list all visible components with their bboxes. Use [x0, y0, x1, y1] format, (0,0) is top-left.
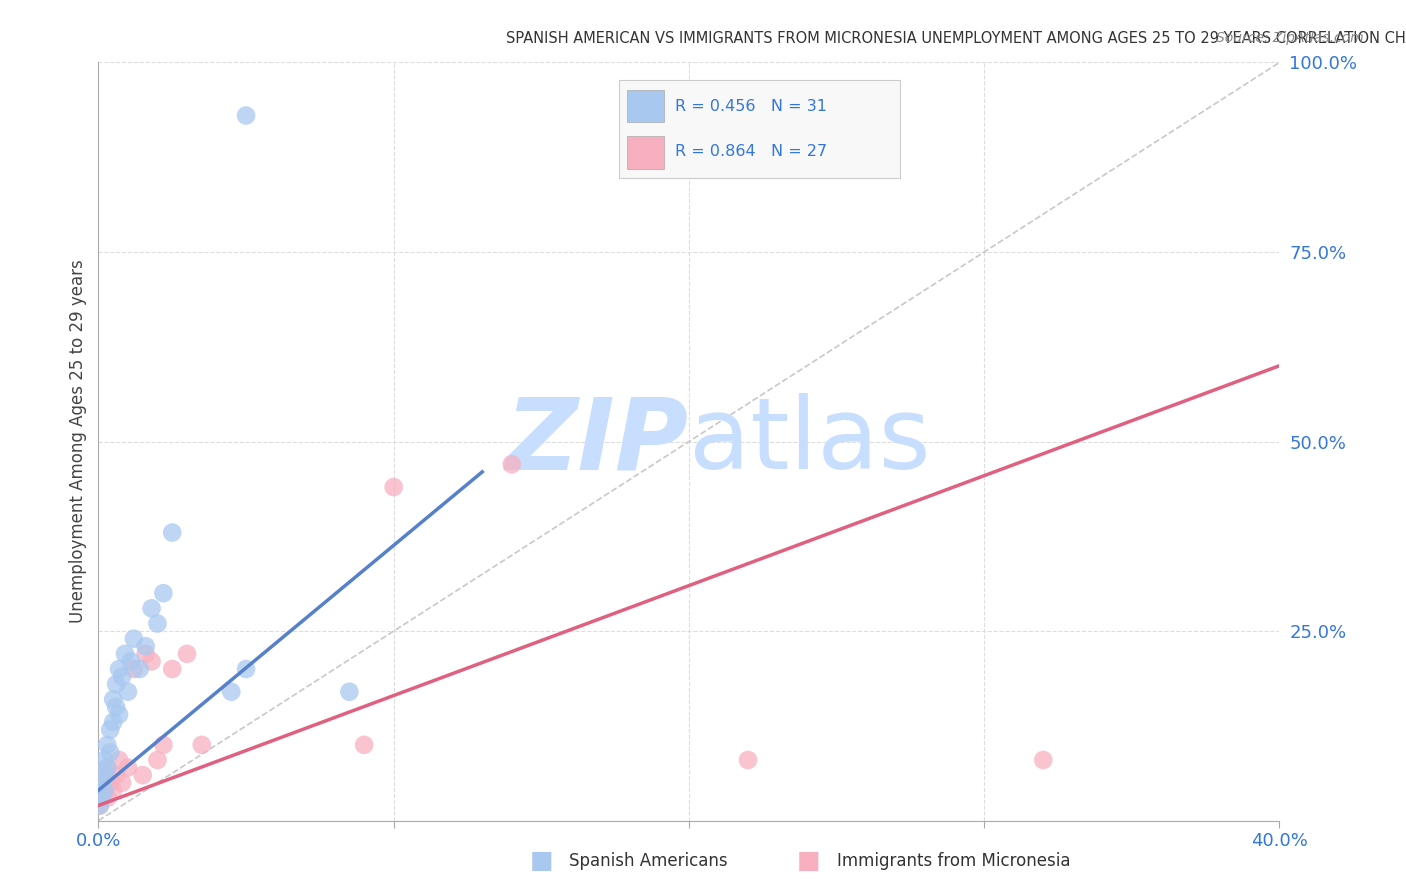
Point: [103, 715, 125, 730]
Text: Immigrants from Micronesia: Immigrants from Micronesia: [837, 852, 1070, 870]
Point: [111, 669, 134, 683]
Point: [105, 677, 128, 691]
Point: [90, 791, 112, 805]
Point: [146, 753, 169, 767]
Point: [111, 776, 134, 790]
Point: [108, 662, 131, 676]
Point: [141, 601, 163, 615]
Point: [90, 776, 112, 790]
Point: [176, 647, 198, 661]
Point: [93, 753, 115, 767]
Point: [141, 655, 163, 669]
FancyBboxPatch shape: [627, 90, 664, 122]
Point: [93, 783, 115, 797]
Text: SPANISH AMERICAN VS IMMIGRANTS FROM MICRONESIA UNEMPLOYMENT AMONG AGES 25 TO 29 : SPANISH AMERICAN VS IMMIGRANTS FROM MICR…: [506, 31, 1406, 46]
Point: [117, 685, 139, 699]
Point: [120, 655, 142, 669]
Point: [114, 647, 136, 661]
Point: [98, 776, 121, 790]
Point: [1032, 753, 1054, 767]
Point: [90, 791, 112, 805]
Text: ■: ■: [797, 849, 820, 872]
Point: [108, 753, 131, 767]
Point: [90, 776, 112, 790]
Point: [162, 662, 183, 676]
Point: [98, 723, 121, 737]
Point: [235, 108, 257, 122]
Point: [235, 662, 257, 676]
Point: [191, 738, 214, 752]
Point: [103, 783, 125, 797]
Point: [339, 685, 361, 699]
Point: [89, 798, 111, 813]
Point: [122, 662, 145, 676]
Point: [105, 699, 128, 714]
Point: [737, 753, 759, 767]
Point: [162, 525, 183, 540]
Point: [96, 738, 118, 752]
Text: Source: ZipAtlas.com: Source: ZipAtlas.com: [1216, 31, 1364, 45]
Y-axis label: Unemployment Among Ages 25 to 29 years: Unemployment Among Ages 25 to 29 years: [69, 260, 87, 624]
Text: Spanish Americans: Spanish Americans: [569, 852, 728, 870]
Point: [146, 616, 169, 631]
Point: [103, 692, 125, 706]
Point: [105, 768, 128, 782]
Point: [96, 791, 118, 805]
Point: [98, 746, 121, 760]
Point: [135, 639, 157, 653]
Point: [108, 707, 131, 722]
Text: atlas: atlas: [689, 393, 931, 490]
Point: [96, 760, 118, 774]
Point: [93, 768, 115, 782]
Point: [132, 768, 155, 782]
Text: ■: ■: [530, 849, 553, 872]
Point: [152, 586, 174, 600]
Point: [135, 647, 157, 661]
Point: [96, 760, 118, 774]
Point: [152, 738, 174, 752]
Point: [382, 480, 405, 494]
Point: [128, 662, 150, 676]
Point: [89, 798, 111, 813]
FancyBboxPatch shape: [627, 136, 664, 169]
Text: R = 0.456   N = 31: R = 0.456 N = 31: [675, 99, 827, 114]
Point: [353, 738, 375, 752]
Point: [221, 685, 243, 699]
Point: [501, 458, 523, 472]
Text: ZIP: ZIP: [506, 393, 689, 490]
Point: [93, 768, 115, 782]
Point: [93, 783, 115, 797]
Point: [122, 632, 145, 646]
Text: R = 0.864   N = 27: R = 0.864 N = 27: [675, 144, 827, 159]
Point: [117, 760, 139, 774]
